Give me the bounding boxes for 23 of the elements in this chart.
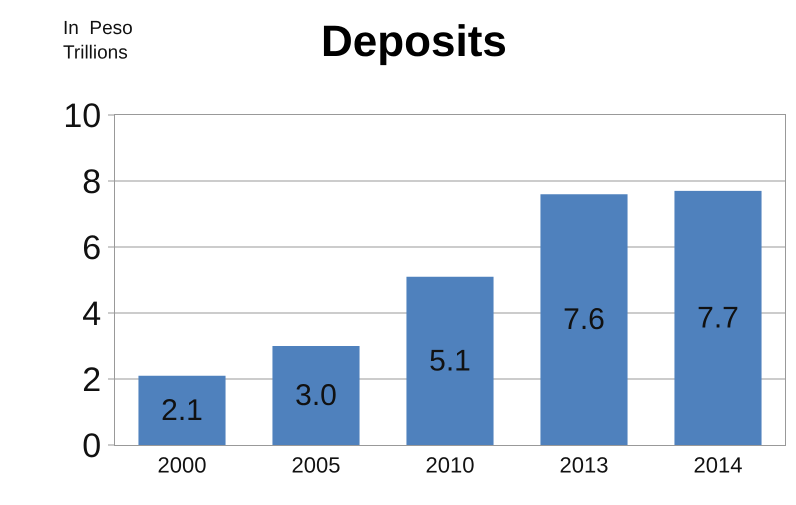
bar (138, 376, 226, 445)
bar (406, 276, 494, 445)
y-tick-label: 6 (82, 228, 102, 267)
y-tick-label: 8 (82, 162, 102, 201)
y-tick-label: 2 (82, 360, 102, 399)
data-label: 7.7 (697, 301, 739, 334)
y-tick-label: 4 (82, 294, 102, 333)
data-label: 7.6 (563, 303, 605, 336)
y-axis-title: In Peso Trillions (63, 18, 133, 64)
bar (674, 190, 762, 445)
data-label: 3.0 (295, 379, 337, 412)
bar (272, 346, 360, 445)
x-tick-label: 2000 (158, 452, 206, 478)
y-tick-label: 0 (82, 426, 102, 465)
chart-title: Deposits (321, 16, 507, 66)
bar (540, 194, 628, 445)
y-tick-label: 10 (63, 96, 102, 135)
x-tick-label: 2014 (694, 452, 742, 478)
data-label: 5.1 (429, 344, 471, 378)
x-tick-label: 2013 (560, 452, 608, 478)
x-tick-label: 2005 (292, 452, 340, 478)
x-tick-label: 2010 (426, 452, 474, 478)
data-label: 2.1 (161, 394, 203, 427)
